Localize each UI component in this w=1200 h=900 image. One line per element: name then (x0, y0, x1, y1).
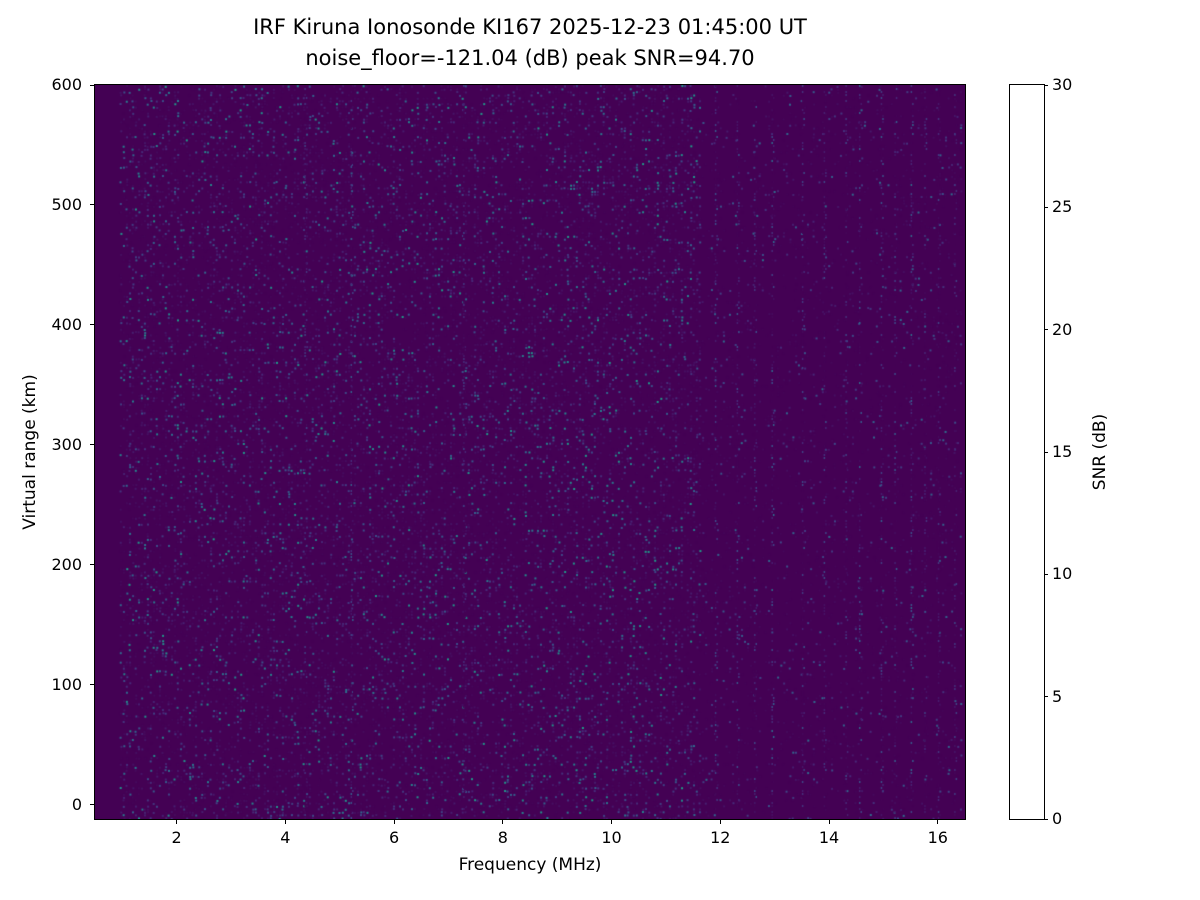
x-tick-mark (502, 819, 504, 824)
colorbar-tick-label: 15 (1052, 442, 1073, 461)
x-tick-mark (828, 819, 830, 824)
y-tick-mark (90, 804, 95, 806)
x-tick-label: 14 (818, 828, 840, 847)
x-tick-mark (176, 819, 178, 824)
colorbar-tick-label: 10 (1052, 564, 1073, 584)
colorbar-tick-mark (1044, 818, 1048, 820)
y-tick-label: 500 (51, 194, 82, 214)
chart-title-line2: noise_floor=-121.04 (dB) peak SNR=94.70 (305, 46, 755, 70)
x-tick-mark (611, 819, 613, 824)
heatmap-canvas (95, 85, 965, 819)
y-tick-mark (90, 564, 95, 566)
y-tick-label: 600 (51, 75, 82, 94)
colorbar-tick-mark (1044, 573, 1048, 575)
colorbar-tick-label: 30 (1052, 75, 1073, 94)
colorbar-tick-mark (1044, 329, 1048, 331)
colorbar-tick-mark (1044, 696, 1048, 698)
y-tick-mark (90, 684, 95, 686)
x-tick-label: 12 (710, 828, 731, 847)
y-tick-label: 200 (51, 554, 82, 574)
colorbar-tick-mark (1044, 451, 1048, 453)
x-tick-label: 8 (497, 828, 508, 847)
x-tick-label: 4 (280, 828, 291, 847)
y-tick-mark (90, 444, 95, 446)
y-tick-label: 300 (51, 434, 82, 454)
x-tick-mark (284, 819, 286, 824)
colorbar-tick-mark (1044, 206, 1048, 208)
plot-area (94, 84, 966, 820)
x-tick-label: 2 (171, 828, 182, 847)
y-tick-label: 400 (51, 314, 82, 334)
chart-title: IRF Kiruna Ionosonde KI167 2025-12-23 01… (95, 12, 965, 74)
y-tick-label: 100 (51, 674, 82, 694)
x-tick-mark (937, 819, 939, 824)
colorbar-tick-label: 25 (1052, 197, 1073, 217)
x-tick-mark (393, 819, 395, 824)
chart-title-line1: IRF Kiruna Ionosonde KI167 2025-12-23 01… (253, 15, 807, 39)
colorbar-tick-label: 20 (1052, 319, 1073, 339)
x-tick-label: 10 (601, 828, 622, 847)
x-tick-label: 16 (927, 828, 948, 847)
colorbar-tick-mark (1044, 84, 1048, 86)
y-tick-label: 0 (71, 794, 82, 814)
colorbar (1009, 84, 1045, 820)
y-tick-mark (90, 204, 95, 206)
x-tick-label: 6 (388, 828, 400, 847)
colorbar-tick-label: 5 (1052, 686, 1063, 706)
colorbar-label: SNR (dB) (1090, 413, 1110, 491)
colorbar-canvas (1010, 85, 1044, 819)
y-tick-mark (90, 324, 95, 326)
colorbar-tick-label: 0 (1052, 809, 1063, 828)
x-tick-mark (719, 819, 721, 824)
x-axis-label: Frequency (MHz) (458, 855, 602, 875)
y-tick-mark (90, 84, 95, 86)
